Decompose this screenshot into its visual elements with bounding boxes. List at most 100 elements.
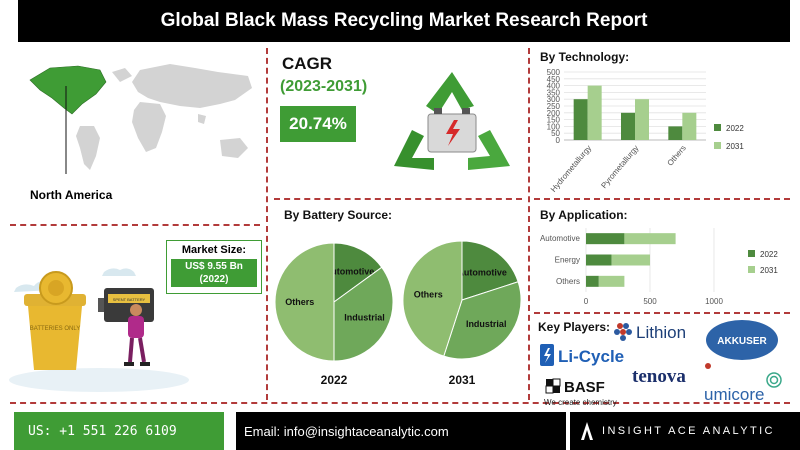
y-tick-label: 300 <box>547 95 561 104</box>
pie-year-label: 2031 <box>449 373 476 387</box>
y-tick-label: 400 <box>547 82 561 91</box>
market-size-year: (2022) <box>199 274 229 285</box>
cagr-period: (2023-2031) <box>280 78 368 95</box>
cagr-label: CAGR <box>282 54 333 73</box>
bar-2022-others <box>668 126 683 140</box>
report-title: Global Black Mass Recycling Market Resea… <box>18 0 790 42</box>
legend-label-2022: 2022 <box>760 250 778 259</box>
y-tick-label: 150 <box>547 116 561 125</box>
legend-swatch-2031 <box>748 266 755 273</box>
bar-2031-others <box>682 112 697 140</box>
legend-label-2031: 2031 <box>726 142 744 151</box>
basf-logo: BASF We create chemistry <box>544 378 617 407</box>
pie-label: Automotive <box>457 267 507 277</box>
li-cycle-logo: Li-Cycle <box>540 344 624 366</box>
bar-2022-automotive <box>586 233 625 245</box>
bar-2031-energy <box>611 254 650 266</box>
legend-swatch-2022 <box>748 250 755 257</box>
pie-slice-industrial-2031 <box>443 281 522 360</box>
section-divider <box>534 312 790 314</box>
legend-swatch-2031 <box>714 142 721 149</box>
key-players-title: Key Players: <box>538 320 611 334</box>
section-divider <box>274 198 522 200</box>
bar-2031-others <box>598 275 625 287</box>
technology-chart-title: By Technology: <box>540 50 630 64</box>
battery-source-pie-charts: Automotive Industrial Others 2022 Automotive… <box>274 240 522 387</box>
battery-source-title: By Battery Source: <box>284 208 393 222</box>
pie-slice-automotive-2031 <box>461 240 519 301</box>
x-tick-label: 500 <box>643 297 657 306</box>
brand-logo-icon <box>581 422 593 440</box>
bar-2031-hydrometallurgy <box>587 85 602 140</box>
bar-2022-hydrometallurgy <box>573 99 588 140</box>
bar-2022-pyrometallurgy <box>621 112 635 140</box>
pie-label: Industrial <box>344 313 385 323</box>
recycling-bin-illustration: BATTERIES ONLY SPENT BATTERY <box>9 268 189 392</box>
tenova-wordmark: tenova <box>632 366 686 387</box>
market-size-label: Market Size: <box>181 244 247 256</box>
bar-2031-automotive <box>624 233 676 245</box>
y-tick-label: 250 <box>547 102 561 111</box>
lithion-logo: Lithion <box>614 323 686 342</box>
battery-label: SPENT BATTERY <box>113 297 146 302</box>
x-tick-label: Pyrometallurgy <box>599 144 640 191</box>
y-tick-label: 100 <box>547 122 561 131</box>
region-label: North America <box>30 188 113 202</box>
application-chart-title: By Application: <box>540 208 628 222</box>
application-bar-chart: 0 500 1000 Automotive Energy Others 2022 2031 <box>540 228 778 306</box>
footer-brand: INSIGHT ACE ANALYTIC <box>570 412 800 450</box>
akkuser-logo: AKKUSER <box>706 320 778 360</box>
legend-label-2031: 2031 <box>760 266 778 275</box>
world-map <box>29 64 252 174</box>
bar-2031-pyrometallurgy <box>635 99 649 140</box>
bin-label: BATTERIES ONLY <box>30 326 80 332</box>
pie-slice-others-2031 <box>402 240 463 357</box>
cagr-value: 20.74% <box>280 106 356 142</box>
recycle-battery-icon <box>394 72 510 170</box>
li-cycle-wordmark: Li-Cycle <box>558 347 624 366</box>
y-tick-label: Others <box>556 277 580 286</box>
market-size-amount: US$ 9.55 Bn <box>185 261 243 272</box>
section-divider <box>266 48 268 400</box>
section-divider <box>10 224 260 226</box>
legend-swatch-2022 <box>714 124 721 131</box>
pie-slice-industrial-2022 <box>333 266 394 362</box>
y-tick-label: 350 <box>547 88 561 97</box>
pie-slice-automotive-2022 <box>333 242 383 303</box>
footer-phone[interactable]: US: +1 551 226 6109 <box>14 412 224 450</box>
key-player-logos: Lithion AKKUSER Li-Cycle BASF We create … <box>540 320 782 407</box>
bar-2022-energy <box>586 254 612 266</box>
pie-label: Automotive <box>325 267 375 277</box>
x-tick-label: Others <box>666 144 688 168</box>
pie-label: Others <box>285 297 314 307</box>
y-tick-label: 500 <box>547 68 561 77</box>
y-tick-label: 0 <box>556 136 561 145</box>
bar-2022-others <box>586 275 599 287</box>
pie-label: Industrial <box>466 319 507 329</box>
akkuser-wordmark: AKKUSER <box>717 336 767 347</box>
x-tick-label: 0 <box>584 297 589 306</box>
legend-label-2022: 2022 <box>726 124 744 133</box>
section-divider <box>534 198 790 200</box>
footer-email[interactable]: Email: info@insightaceanalytic.com <box>236 412 566 450</box>
lithion-wordmark: Lithion <box>636 323 686 342</box>
market-size-value: US$ 9.55 Bn (2022) <box>171 259 257 287</box>
umicore-wordmark: umicore <box>704 385 764 404</box>
north-america-region <box>29 65 107 115</box>
section-divider <box>528 48 530 400</box>
x-tick-label: 1000 <box>705 297 723 306</box>
y-tick-label: 450 <box>547 75 561 84</box>
market-size-card: Market Size: US$ 9.55 Bn (2022) <box>166 240 262 294</box>
pie-label: Others <box>414 290 443 300</box>
y-tick-label: 50 <box>551 129 560 138</box>
basf-tagline: We create chemistry <box>544 398 617 407</box>
pie-slice-others-2022 <box>274 242 335 362</box>
y-tick-label: Energy <box>555 256 580 265</box>
pie-year-label: 2022 <box>321 373 348 387</box>
y-tick-label: Automotive <box>540 234 581 243</box>
section-divider <box>10 402 790 404</box>
tenova-logo: tenova <box>632 363 711 387</box>
basf-wordmark: BASF <box>564 379 605 396</box>
brand-name: INSIGHT ACE ANALYTIC <box>602 425 775 437</box>
